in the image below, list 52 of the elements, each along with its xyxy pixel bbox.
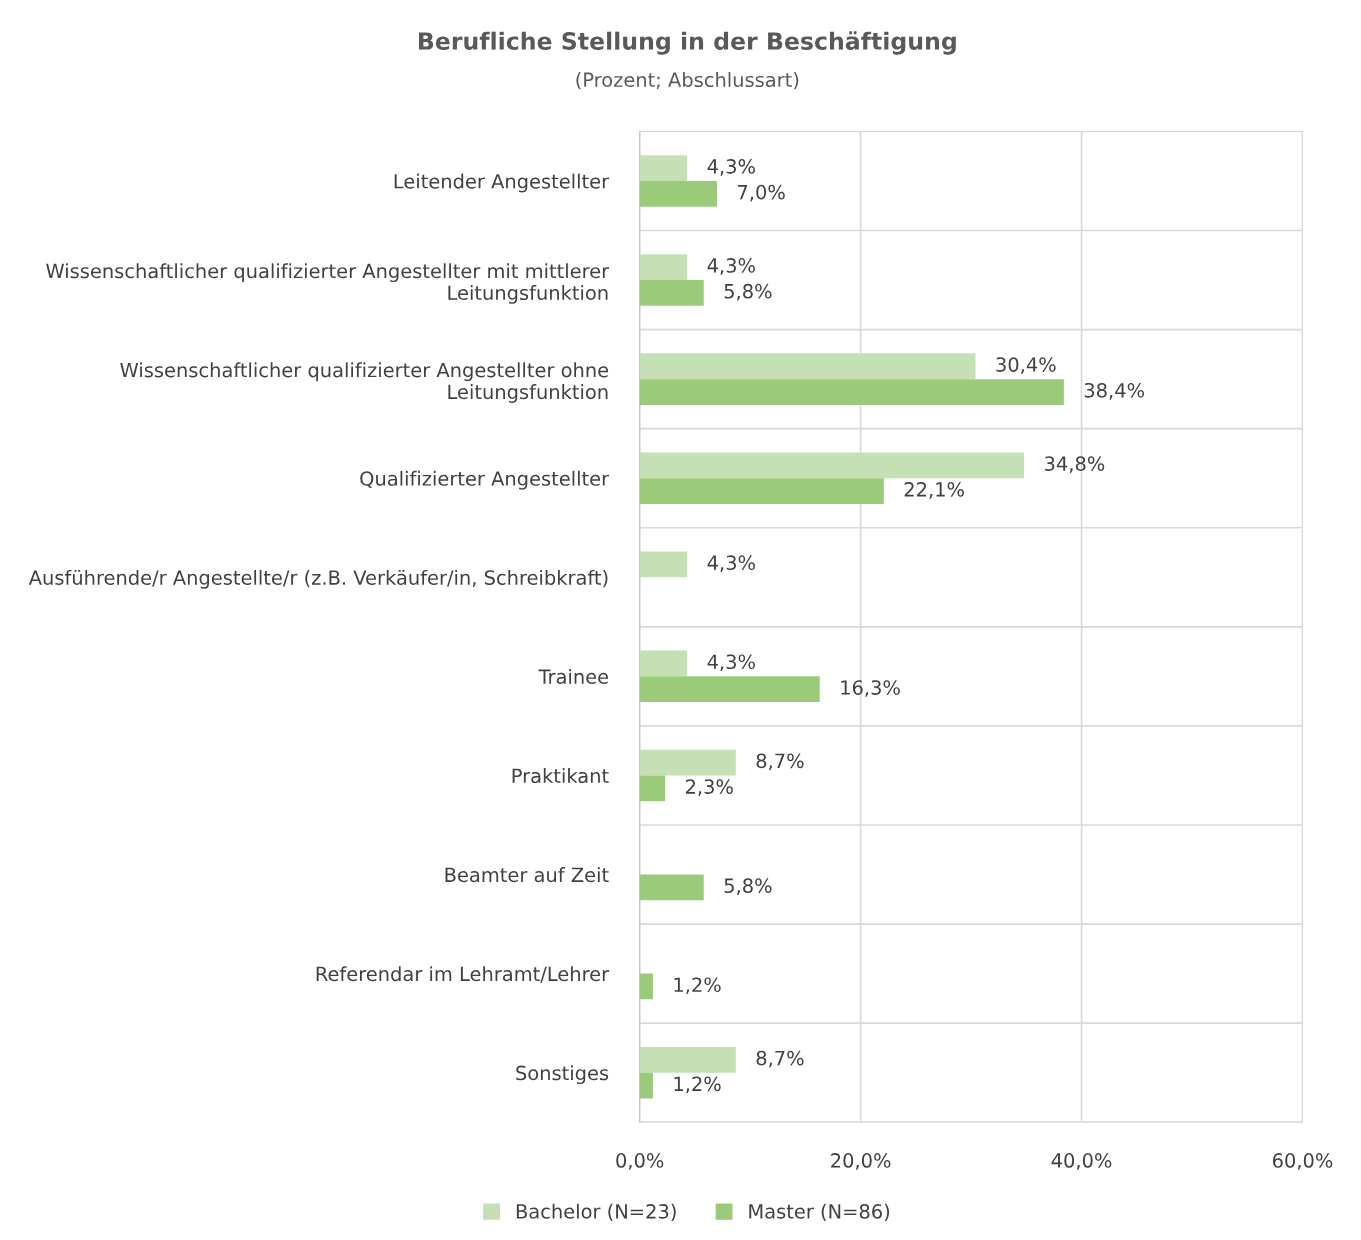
y-tick-label: Wissenschaftlicher qualifizierter Angestellter ohne Leitungsfunktion — [120, 362, 609, 403]
bar — [639, 973, 653, 1000]
data-label: 8,7% — [756, 753, 804, 771]
y-tick-label: Ausführende/r Angestellte/r (z.B. Verkäufer/in, Schreibkraft) — [28, 569, 608, 589]
data-label: 4,3% — [707, 159, 755, 176]
bar — [639, 280, 704, 306]
bar — [639, 1046, 736, 1073]
data-label: 4,3% — [707, 654, 755, 672]
bar — [639, 874, 704, 901]
data-label: 38,4% — [1084, 382, 1145, 400]
data-label: 8,7% — [756, 1050, 804, 1068]
y-tick-label: Referendar im Lehramt/Lehrer — [316, 966, 610, 983]
chart-title: Berufliche Stellung in der Beschäftigung — [418, 31, 956, 55]
legend-label: Bachelor (N=23) — [516, 1203, 676, 1222]
y-tick-label: Leitender Angestellter — [394, 173, 610, 193]
y-tick-label: Praktikant — [512, 768, 609, 784]
data-label: 4,3% — [707, 258, 755, 275]
x-tick-label: 20,0% — [831, 1153, 891, 1170]
y-tick-label: Trainee — [538, 668, 609, 685]
bar — [639, 749, 736, 776]
y-tick-label: Wissenschaftlicher qualifizierter Angestellter mit mittlerer Leitungsfunktion — [46, 263, 610, 304]
bar — [639, 775, 666, 802]
bar — [639, 379, 1064, 405]
bar — [639, 676, 820, 703]
bar — [639, 452, 1025, 479]
data-label: 16,3% — [841, 680, 900, 697]
x-tick-label: 60,0% — [1272, 1153, 1333, 1170]
bar — [639, 254, 688, 281]
bar — [639, 180, 717, 207]
y-tick-label: Beamter auf Zeit — [445, 867, 609, 883]
bar — [639, 551, 688, 578]
legend-label: Master (N=86) — [749, 1203, 890, 1222]
x-tick-label: 40,0% — [1051, 1153, 1112, 1170]
data-label: 22,1% — [904, 482, 964, 499]
data-label: 2,3% — [685, 779, 733, 796]
data-label: 5,8% — [724, 878, 772, 896]
data-label: 4,3% — [707, 555, 755, 573]
data-label: 7,0% — [738, 184, 785, 202]
bar — [639, 478, 884, 504]
data-label: 34,8% — [1045, 456, 1105, 473]
data-label: 1,2% — [674, 1076, 721, 1094]
bar — [639, 1072, 653, 1099]
y-tick-label: Qualifizierter Angestellter — [360, 470, 610, 490]
x-tick-label: 0,0% — [616, 1153, 664, 1170]
bar — [639, 650, 688, 677]
chart-subtitle: (Prozent; Abschlussart) — [576, 72, 799, 90]
data-label: 1,2% — [674, 977, 721, 995]
bar — [639, 155, 688, 181]
y-tick-label: Sonstiges — [516, 1065, 609, 1085]
bar — [639, 353, 976, 380]
data-label: 30,4% — [996, 357, 1056, 374]
data-label: 5,8% — [724, 283, 772, 301]
